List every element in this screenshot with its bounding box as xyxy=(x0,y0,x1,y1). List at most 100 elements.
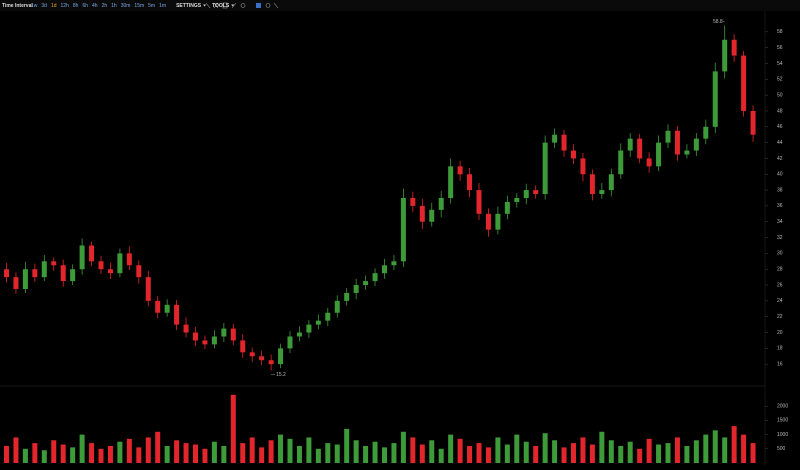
interval-button[interactable]: 5m xyxy=(148,3,155,9)
volume-bar xyxy=(448,434,454,463)
volume-bar xyxy=(467,445,473,463)
volume-bar xyxy=(438,448,444,463)
settings-menu[interactable]: SETTINGS xyxy=(176,3,202,9)
interval-button[interactable]: 30m xyxy=(121,3,131,9)
y-tick-label: 28 xyxy=(777,267,783,273)
candle-body xyxy=(674,130,680,155)
volume-bar xyxy=(145,437,151,463)
candle-body xyxy=(627,138,633,151)
candle-body xyxy=(429,209,435,222)
candle-body xyxy=(514,198,520,202)
interval-button[interactable]: 1m xyxy=(159,3,166,9)
candle-body xyxy=(467,174,473,191)
volume-bar xyxy=(552,440,558,463)
candle-body xyxy=(589,174,595,195)
y-tick-label: 36 xyxy=(777,203,783,209)
volume-bar xyxy=(79,434,85,463)
volume-bar xyxy=(240,443,246,463)
volume-bar xyxy=(202,448,208,463)
candle-body xyxy=(145,277,151,301)
interval-button[interactable]: 2h xyxy=(102,3,108,9)
candle-body xyxy=(693,138,699,151)
icon[interactable] xyxy=(265,3,271,8)
interval-button[interactable]: 12h xyxy=(61,3,70,9)
candle-body xyxy=(438,198,444,210)
dropdown-caret xyxy=(231,4,235,7)
candle-body xyxy=(457,166,463,175)
candle-body xyxy=(107,269,113,274)
candle-body xyxy=(504,201,510,214)
y-tick-label: 40 xyxy=(777,172,783,178)
volume-bar xyxy=(476,443,482,463)
interval-button[interactable]: 1w xyxy=(31,3,38,9)
volume-bar xyxy=(637,448,643,463)
candle-body xyxy=(419,205,425,222)
candle-body xyxy=(211,336,217,345)
y-tick-label: 52 xyxy=(777,77,783,83)
candle-body xyxy=(22,269,28,289)
candle-body xyxy=(126,253,132,266)
candle-body xyxy=(523,190,529,198)
candle-body xyxy=(542,142,548,195)
volume-bar xyxy=(4,445,9,463)
candle-body xyxy=(183,324,189,333)
volume-bar xyxy=(504,444,510,463)
y-tick-label: 20 xyxy=(777,330,783,336)
volume-bar xyxy=(750,443,756,463)
interval-button[interactable]: 4h xyxy=(92,3,98,9)
volume-bar xyxy=(722,437,728,463)
volume-tick-label: 500 xyxy=(777,446,786,452)
volume-bar xyxy=(485,447,491,463)
icon[interactable] xyxy=(213,2,219,9)
volume-bar xyxy=(712,430,718,463)
volume-bar xyxy=(533,445,539,463)
icon[interactable] xyxy=(273,2,279,9)
volume-bar xyxy=(561,447,567,463)
volume-bar xyxy=(495,437,501,463)
candle-body xyxy=(278,348,284,365)
volume-bar xyxy=(363,445,369,463)
candle-body xyxy=(656,142,662,167)
volume-tick-label: 1500 xyxy=(777,418,788,424)
candle-body xyxy=(741,55,747,111)
high-marker: 58.8 xyxy=(713,19,723,25)
candle-body xyxy=(325,312,331,321)
volume-bar xyxy=(589,444,595,463)
volume-bar xyxy=(580,437,586,463)
icon[interactable] xyxy=(222,2,228,9)
icon[interactable] xyxy=(256,3,261,8)
candle-body xyxy=(334,300,340,313)
volume-tick-label: 2000 xyxy=(777,404,788,410)
volume-bar xyxy=(656,444,662,463)
y-tick-label: 18 xyxy=(777,346,783,352)
candle-body xyxy=(79,245,85,270)
candle-body xyxy=(221,328,227,337)
icon[interactable] xyxy=(231,2,237,9)
icon[interactable] xyxy=(205,2,211,9)
y-tick-label: 34 xyxy=(777,219,783,225)
candle-body xyxy=(249,352,255,357)
volume-bar xyxy=(136,447,142,463)
candle-body xyxy=(155,300,161,313)
y-tick-label: 24 xyxy=(777,298,783,304)
interval-button[interactable]: 15m xyxy=(134,3,144,9)
interval-button[interactable]: 1d xyxy=(51,3,57,9)
candle-body xyxy=(296,332,302,337)
volume-bar xyxy=(41,450,47,463)
y-tick-label: 46 xyxy=(777,124,783,130)
low-marker: 15.2 xyxy=(276,372,286,378)
volume-bar xyxy=(89,443,95,463)
interval-button[interactable]: 1h xyxy=(111,3,117,9)
toolbar xyxy=(0,0,800,11)
tools-menu[interactable]: TOOLS xyxy=(212,3,230,9)
candle-body xyxy=(315,320,321,325)
volume-bar xyxy=(32,443,38,463)
interval-button[interactable]: 8h xyxy=(73,3,79,9)
y-tick-label: 22 xyxy=(777,314,783,320)
icon[interactable] xyxy=(240,3,246,8)
volume-bar xyxy=(391,443,397,463)
volume-bar xyxy=(627,441,633,463)
interval-button[interactable]: 3d xyxy=(41,3,47,9)
interval-button[interactable]: 6h xyxy=(82,3,88,9)
